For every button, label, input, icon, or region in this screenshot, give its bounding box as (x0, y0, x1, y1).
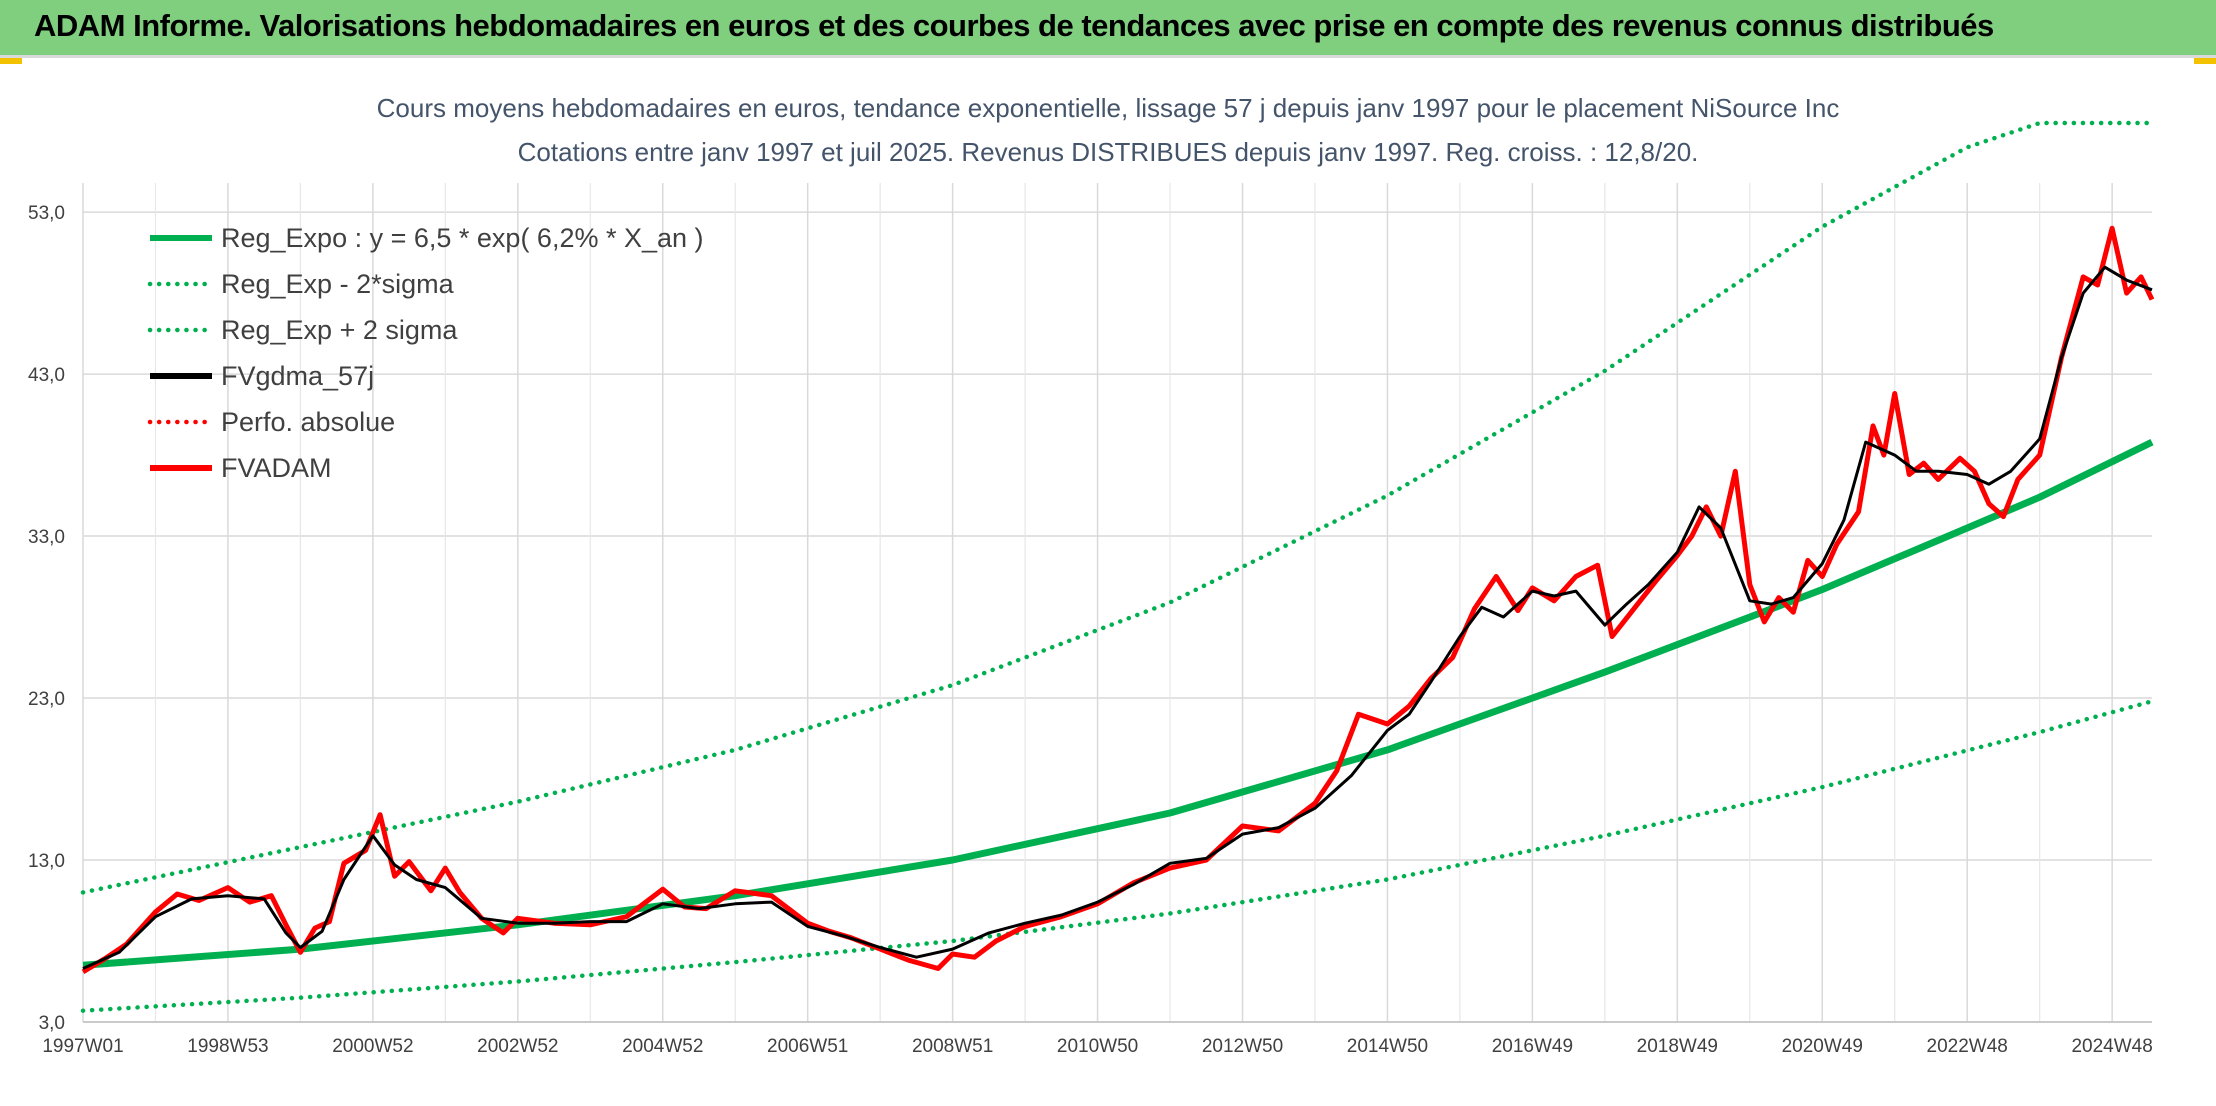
gridlines (82, 183, 2152, 1023)
x-tick-label: 2012W50 (1202, 1036, 1283, 1057)
legend-label: Perfo. absolue (221, 407, 395, 437)
y-tick-label: 53,0 (28, 203, 65, 224)
series-line-1 (80, 699, 2155, 1013)
chart-subtitle: Cotations entre janv 1997 et juil 2025. … (518, 137, 1699, 167)
legend-label: FVADAM (221, 453, 332, 483)
x-tick-label: 2004W52 (622, 1036, 703, 1057)
x-tick-label: 1997W01 (42, 1036, 123, 1057)
legend: Reg_Expo : y = 6,5 * exp( 6,2% * X_an ) R… (147, 223, 704, 483)
series-line-3 (82, 265, 2153, 970)
corner-marker-left (0, 58, 22, 64)
y-tick-label: 3,0 (39, 1013, 65, 1034)
legend-label: FVgdma_57j (221, 361, 374, 391)
x-tick-label: 2020W49 (1782, 1036, 1863, 1057)
report-banner: ADAM Informe. Valorisations hebdomadaire… (0, 0, 2216, 58)
x-tick-label: 2022W48 (1927, 1036, 2008, 1057)
y-tick-label: 23,0 (28, 689, 65, 710)
x-tick-label: 2018W49 (1637, 1036, 1718, 1057)
x-tick-label: 1998W53 (187, 1036, 268, 1057)
x-tick-label: 2008W51 (912, 1036, 993, 1057)
x-tick-label: 2010W50 (1057, 1036, 1138, 1057)
x-axis-ticks: 1997W01 1998W53 2000W52 2002W52 2004W52 2006W… (42, 1036, 2152, 1057)
series-line-0 (82, 438, 2154, 969)
x-tick-label: 2002W52 (477, 1036, 558, 1057)
y-axis-ticks: 3,0 13,0 23,0 33,0 43,0 53,0 (28, 203, 65, 1034)
x-tick-label: 2006W51 (767, 1036, 848, 1057)
legend-label: Reg_Expo : y = 6,5 * exp( 6,2% * X_an ) (221, 223, 704, 253)
x-tick-label: 2024W48 (2071, 1036, 2152, 1057)
corner-marker-right (2194, 58, 2216, 64)
legend-label: Reg_Exp - 2*sigma (221, 269, 455, 299)
chart-area: Cours moyens hebdomadaires en euros, ten… (0, 58, 2216, 1106)
series-lines (80, 120, 2155, 1013)
x-tick-label: 2000W52 (332, 1036, 413, 1057)
x-tick-label: 2014W50 (1347, 1036, 1428, 1057)
report-title: ADAM Informe. Valorisations hebdomadaire… (34, 8, 1994, 43)
chart-title: Cours moyens hebdomadaires en euros, ten… (377, 93, 1840, 123)
y-tick-label: 33,0 (28, 527, 65, 548)
line-chart: Cours moyens hebdomadaires en euros, ten… (28, 93, 2155, 1057)
legend-label: Reg_Exp + 2 sigma (221, 315, 458, 345)
y-tick-label: 43,0 (28, 365, 65, 386)
y-tick-label: 13,0 (28, 851, 65, 872)
series-line-2 (80, 120, 2155, 895)
x-tick-label: 2016W49 (1492, 1036, 1573, 1057)
